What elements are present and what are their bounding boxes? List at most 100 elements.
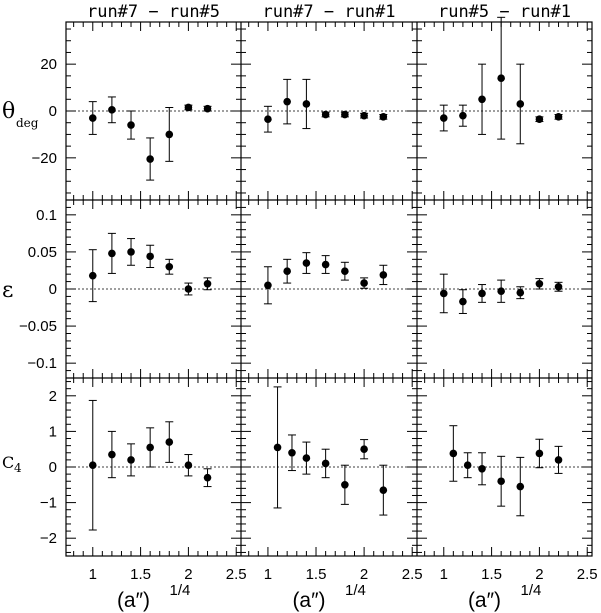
data-point: [302, 100, 311, 108]
x-tick-label: 2.5: [402, 566, 423, 583]
x-axis-label-superscript: 1/4: [345, 582, 366, 599]
data-point: [108, 249, 116, 258]
data-point: [459, 111, 467, 120]
data-point: [283, 267, 291, 276]
data-point: [127, 121, 135, 129]
data-point: [203, 104, 212, 113]
data-point: [203, 280, 212, 288]
data-point: [497, 74, 505, 83]
x-tick-label: 1.5: [306, 566, 327, 583]
data-point: [203, 473, 212, 482]
panel-series: [439, 16, 563, 145]
y-tick-label: −20: [32, 150, 57, 167]
data-point: [88, 461, 97, 470]
data-point: [535, 280, 544, 288]
data-point: [516, 288, 525, 297]
x-tick-label: 2: [360, 566, 368, 583]
x-tick-label: 2: [184, 566, 192, 583]
data-point: [360, 111, 368, 120]
data-point: [321, 459, 330, 468]
data-point: [165, 130, 174, 139]
y-tick-label: 0: [49, 459, 57, 476]
x-tick-label: 2: [535, 566, 543, 583]
data-point: [127, 456, 135, 464]
panel-series: [88, 232, 212, 303]
data-point: [439, 114, 448, 122]
y-tick-label: 1: [49, 423, 57, 440]
y-axis-label-subscript: 4: [14, 461, 22, 475]
y-tick-label: 0: [49, 103, 57, 120]
panel-series: [263, 78, 388, 133]
data-point: [341, 481, 349, 489]
y-tick-label: 0.1: [36, 207, 57, 224]
column-title: run#7 − run#5: [87, 2, 220, 22]
y-tick-label: 0: [49, 281, 57, 298]
panel-series: [439, 273, 563, 314]
data-point: [478, 289, 486, 298]
data-point: [283, 97, 291, 106]
x-axis-label: (a″): [117, 589, 150, 612]
data-point: [88, 114, 97, 122]
data-point: [463, 461, 472, 470]
data-point: [516, 100, 525, 108]
data-point: [184, 103, 193, 112]
data-point: [478, 95, 486, 104]
data-point: [360, 445, 368, 454]
data-point: [554, 282, 563, 291]
data-point: [439, 289, 448, 298]
data-point: [165, 262, 174, 271]
data-point: [341, 267, 349, 276]
data-point: [302, 454, 311, 462]
data-point: [127, 248, 135, 256]
data-point: [341, 110, 349, 119]
column-title: run#5 − run#1: [438, 2, 571, 22]
panel-series: [88, 96, 212, 181]
data-point: [146, 443, 154, 452]
x-axis-label-superscript: 1/4: [170, 582, 191, 599]
plot-frame: [65, 21, 593, 557]
x-axis-label-superscript: 1/4: [521, 582, 542, 599]
data-point: [497, 477, 505, 486]
data-point: [273, 443, 282, 452]
data-point: [321, 260, 330, 269]
data-point: [108, 106, 116, 114]
data-point: [379, 486, 388, 494]
x-tick-label: 1: [264, 566, 272, 583]
x-tick-label: 1.5: [130, 566, 151, 583]
data-point: [516, 482, 525, 491]
y-tick-label: −0.1: [27, 355, 57, 372]
data-point: [88, 271, 97, 280]
y-tick-label: −1: [40, 495, 57, 512]
x-tick-label: 1: [89, 566, 97, 583]
data-point: [146, 252, 154, 261]
panel-series: [88, 399, 212, 531]
data-point: [449, 449, 458, 458]
x-axis-label: (a″): [468, 589, 501, 612]
data-point: [459, 297, 467, 306]
y-tick-label: −0.05: [19, 318, 57, 335]
x-axis-label: (a″): [292, 589, 325, 612]
data-point: [264, 115, 272, 123]
x-tick-label: 1.5: [481, 566, 502, 583]
data-point: [379, 113, 388, 121]
x-tick-label: 1: [440, 566, 448, 583]
y-axis-label-subscript: deg: [16, 116, 39, 130]
panel-series: [449, 425, 563, 517]
y-tick-label: 2: [49, 388, 57, 405]
y-axis-label: θ: [2, 99, 15, 124]
data-point: [288, 448, 296, 457]
y-tick-label: 20: [40, 56, 57, 73]
column-title: run#7 − run#1: [262, 2, 395, 22]
data-point: [146, 155, 154, 163]
panel-series: [273, 386, 388, 516]
y-axis-label: C: [2, 453, 14, 472]
data-point: [554, 456, 563, 464]
data-point: [264, 281, 272, 290]
data-point: [184, 285, 193, 293]
data-point: [302, 259, 311, 267]
x-tick-label: 2.5: [577, 566, 598, 583]
data-point: [379, 271, 388, 279]
data-point: [554, 113, 563, 121]
x-tick-label: 2.5: [226, 566, 247, 583]
